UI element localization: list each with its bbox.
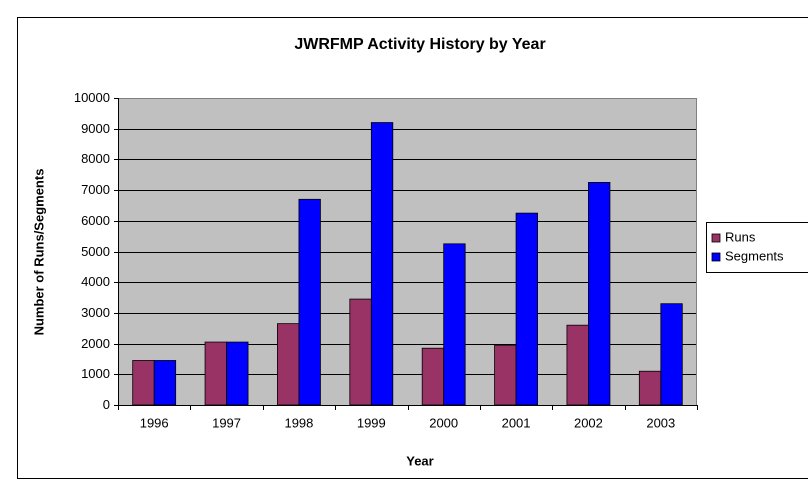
bar — [566, 324, 589, 406]
x-tick-label: 1999 — [357, 415, 386, 430]
y-tick-label: 10000 — [74, 90, 110, 105]
y-tick-label: 4000 — [81, 274, 110, 289]
bar — [204, 341, 227, 406]
bar — [298, 198, 321, 406]
y-tick-label: 1000 — [81, 366, 110, 381]
chart-title: JWRFMP Activity History by Year — [294, 36, 545, 53]
bar — [277, 323, 300, 406]
bar — [370, 122, 394, 406]
bar — [494, 344, 517, 406]
bar — [153, 360, 177, 406]
legend-swatch — [711, 252, 721, 262]
bar — [443, 243, 466, 406]
y-tick-label: 6000 — [81, 213, 110, 228]
y-tick-label: 8000 — [81, 151, 110, 166]
bar — [132, 360, 155, 406]
y-tick-label: 9000 — [81, 121, 110, 136]
bar — [588, 182, 611, 406]
y-axis-label: Number of Runs/Segments — [31, 169, 46, 336]
x-tick-label: 2003 — [646, 415, 675, 430]
legend-label: Runs — [725, 229, 756, 244]
bar — [515, 212, 538, 406]
bar — [226, 341, 249, 406]
legend-box — [706, 222, 808, 273]
y-tick-label: 0 — [103, 397, 110, 412]
bar — [660, 303, 683, 406]
bar — [421, 347, 445, 406]
y-tick-label: 2000 — [81, 336, 110, 351]
y-tick-label: 3000 — [81, 305, 110, 320]
x-tick-label: 1996 — [140, 415, 169, 430]
bar — [638, 370, 662, 406]
x-tick-label: 2000 — [429, 415, 458, 430]
legend-swatch — [711, 233, 721, 243]
y-tick-label: 5000 — [81, 244, 110, 259]
x-tick-label: 1997 — [212, 415, 241, 430]
x-tick-label: 2002 — [574, 415, 603, 430]
bar — [349, 298, 372, 406]
x-axis-label: Year — [406, 453, 433, 468]
x-tick-label: 2001 — [502, 415, 531, 430]
legend-label: Segments — [725, 248, 784, 263]
x-tick-label: 1998 — [284, 415, 313, 430]
y-tick-label: 7000 — [81, 182, 110, 197]
